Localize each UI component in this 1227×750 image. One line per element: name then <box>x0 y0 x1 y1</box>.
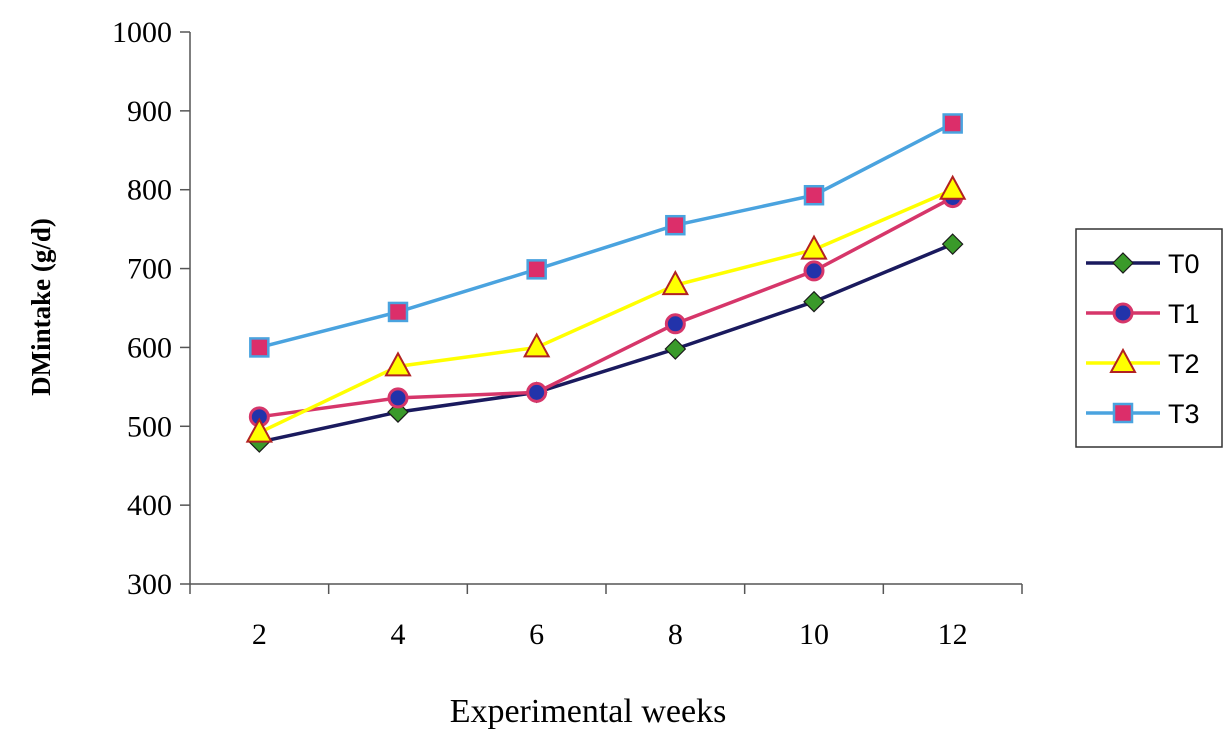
data-point-T2 <box>245 417 274 443</box>
legend-label-T1: T1 <box>1168 299 1200 329</box>
legend-label-T0: T0 <box>1168 249 1200 279</box>
data-point-T3 <box>803 184 825 206</box>
series-line-T0 <box>258 242 954 444</box>
x-tick-label: 10 <box>799 618 829 651</box>
data-point-T1 <box>387 387 409 409</box>
data-point-T2 <box>522 332 551 358</box>
legend-marker-T0 <box>1112 252 1134 274</box>
series-T3 <box>249 113 963 358</box>
series-layer <box>245 113 967 453</box>
series-T2 <box>245 174 967 443</box>
data-point-T1 <box>803 260 825 282</box>
data-point-T1 <box>664 313 686 335</box>
data-point-T2 <box>938 174 967 200</box>
series-line-T2 <box>258 188 954 435</box>
y-tick-label: 300 <box>127 568 172 601</box>
legend-label-T2: T2 <box>1168 349 1200 379</box>
data-point-T3 <box>387 301 409 323</box>
legend-marker-T3 <box>1112 402 1134 424</box>
data-point-T2 <box>384 351 412 377</box>
y-axis-ticks: 300 400 500 600 700 800 900 1000 <box>112 16 190 601</box>
data-point-T3 <box>249 337 270 358</box>
y-axis-title: DMintake (g/d) <box>26 218 56 396</box>
axes <box>189 32 1022 585</box>
y-tick-label: 400 <box>127 489 172 522</box>
series-line-T1 <box>259 196 954 419</box>
x-tick-label: 2 <box>252 618 267 651</box>
y-tick-label: 900 <box>127 95 172 128</box>
data-point-T0 <box>664 338 687 360</box>
series-T0 <box>248 233 964 453</box>
x-tick-label: 12 <box>938 618 968 651</box>
y-tick-label: 500 <box>127 410 172 443</box>
legend-marker-T2 <box>1109 347 1137 373</box>
x-axis-title: Experimental weeks <box>450 693 727 730</box>
x-tick-label: 6 <box>529 618 544 651</box>
x-tick-label: 4 <box>391 618 406 651</box>
legend-box <box>1075 228 1223 448</box>
y-tick-label: 700 <box>127 253 172 286</box>
legend-label-T3: T3 <box>1168 399 1200 429</box>
data-point-T3 <box>665 214 686 236</box>
y-tick-label: 800 <box>127 174 172 207</box>
legend: T0 T1 T2 T3 <box>1075 228 1223 448</box>
series-T1 <box>248 187 964 428</box>
data-point-T0 <box>803 290 825 313</box>
data-point-T3 <box>526 259 547 280</box>
y-tick-label: 600 <box>127 331 172 364</box>
data-point-T0 <box>941 233 964 255</box>
y-tick-label: 1000 <box>112 16 172 49</box>
series-line-T3 <box>258 121 954 350</box>
x-axis-ticks: 2 4 6 8 10 12 <box>189 584 1023 651</box>
legend-marker-T1 <box>1112 302 1134 324</box>
data-point-T1 <box>526 381 548 403</box>
data-point-T2 <box>661 270 690 296</box>
data-point-T3 <box>942 113 963 134</box>
x-tick-label: 8 <box>668 618 683 651</box>
data-point-T2 <box>800 234 828 260</box>
